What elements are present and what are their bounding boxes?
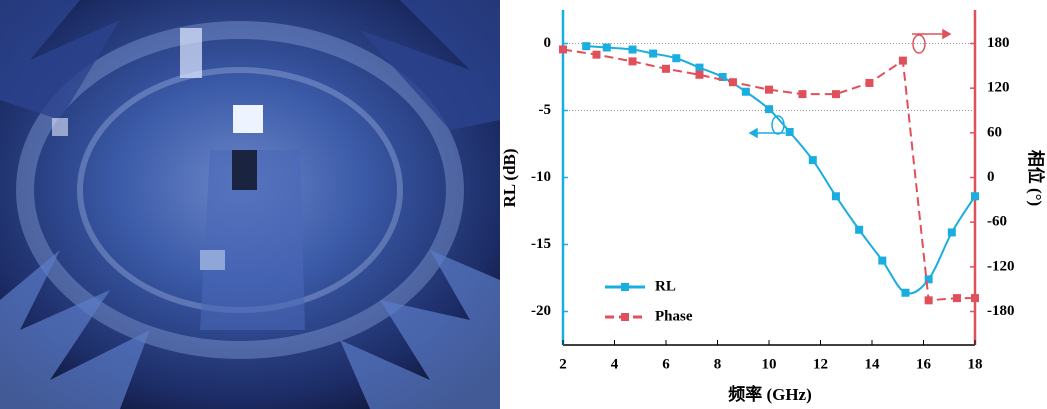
data-point	[971, 192, 979, 201]
data-point	[898, 56, 907, 65]
data-point	[728, 78, 737, 87]
annotation-phase	[912, 28, 952, 54]
x-tick-label: 6	[662, 356, 670, 372]
data-point	[855, 225, 864, 234]
data-point	[831, 90, 840, 99]
annotation-rl	[748, 115, 785, 139]
y2-tick-label: 60	[987, 124, 1002, 140]
y-axis-label: RL (dB)	[500, 148, 519, 207]
x-axis-label: 频率 (GHz)	[728, 384, 812, 404]
data-point	[765, 105, 773, 114]
data-point	[559, 45, 567, 54]
series-line	[562, 48, 975, 302]
data-point	[924, 275, 933, 284]
data-point	[628, 45, 637, 54]
data-point	[695, 63, 704, 72]
x-tick-label: 10	[762, 356, 777, 372]
legend-marker	[621, 283, 629, 291]
chart: 2 4 6 8 10 12 14 16 180-5-10-15-20180120600-60-1…	[531, 10, 1015, 372]
data-point	[901, 288, 910, 297]
y2-tick-label: 180	[987, 35, 1010, 51]
y-tick-label: -15	[531, 236, 551, 252]
legend-label: RL	[655, 278, 676, 294]
x-tick-label: 16	[916, 356, 932, 372]
data-point	[831, 192, 840, 201]
data-point	[662, 64, 670, 73]
data-point	[582, 42, 591, 51]
data-point	[695, 70, 704, 79]
y2-tick-label: 120	[987, 80, 1010, 96]
data-point	[718, 73, 727, 81]
x-tick-label: 14	[865, 356, 881, 372]
series-line	[586, 45, 976, 295]
data-point	[971, 294, 979, 303]
data-point	[649, 49, 658, 58]
data-point	[865, 78, 874, 87]
y2-axis-label: 相位 (°)	[1026, 150, 1046, 206]
data-point	[785, 127, 794, 136]
data-point	[741, 87, 750, 96]
y-tick-label: -10	[531, 169, 551, 185]
x-tick-label: 2	[559, 356, 567, 372]
x-tick-label: 8	[714, 356, 722, 372]
data-point	[798, 90, 807, 99]
data-point	[924, 296, 933, 305]
y2-tick-label: -60	[987, 214, 1007, 230]
data-point	[952, 294, 961, 303]
y-tick-label: -5	[539, 102, 552, 118]
data-point	[808, 156, 817, 165]
data-point	[628, 57, 637, 66]
y2-tick-label: -180	[987, 303, 1015, 319]
x-tick-label: 18	[968, 356, 983, 372]
x-tick-label: 4	[611, 356, 619, 372]
y2-tick-label: -120	[987, 258, 1015, 274]
y2-tick-label: 0	[987, 169, 995, 185]
legend-label: Phase	[655, 308, 693, 324]
data-point	[602, 43, 611, 52]
legend-marker	[621, 313, 629, 321]
data-point	[947, 228, 956, 237]
y-tick-label: 0	[544, 35, 552, 51]
data-point	[672, 54, 681, 63]
data-point	[878, 256, 887, 265]
data-point	[765, 85, 773, 94]
x-tick-label: 12	[813, 356, 828, 372]
chamber-photo	[0, 0, 500, 409]
y-tick-label: -20	[531, 303, 551, 319]
data-point	[592, 50, 601, 59]
